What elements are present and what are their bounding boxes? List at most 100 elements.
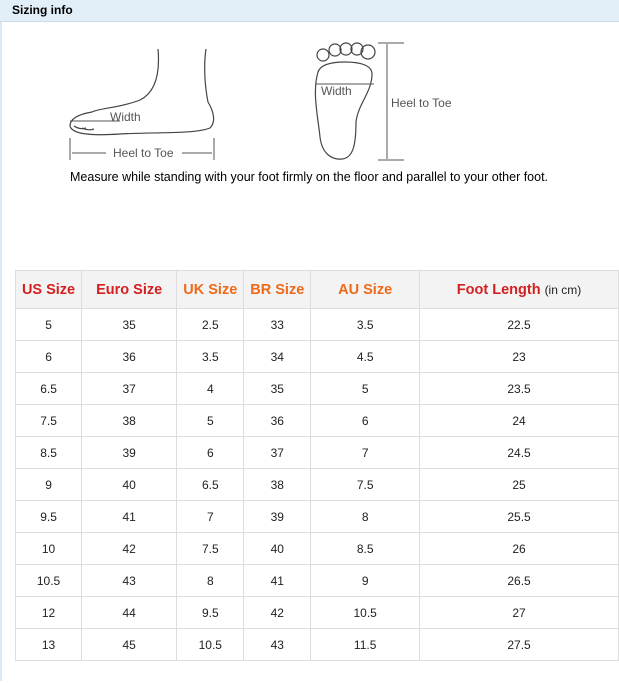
table-row: 7.5 38 5 36 6 24 <box>14 404 619 437</box>
table-cell: 5 <box>14 308 83 341</box>
table-cell: 23.5 <box>419 372 619 405</box>
table-cell: 27 <box>419 596 619 629</box>
column-header-text: BR Size <box>250 281 305 298</box>
table-cell: 9.5 <box>176 596 245 629</box>
table-cell: 44 <box>81 596 178 629</box>
table-cell: 43 <box>81 564 178 597</box>
table-cell: 33 <box>243 308 312 341</box>
table-cell: 10.5 <box>310 596 421 629</box>
table-row: 10.5 43 8 41 9 26.5 <box>14 564 619 597</box>
table-cell: 8 <box>176 564 245 597</box>
table-cell: 8.5 <box>14 436 83 469</box>
table-cell: 38 <box>243 468 312 501</box>
table-cell: 9 <box>14 468 83 501</box>
table-cell: 37 <box>81 372 178 405</box>
table-row: 13 45 10.5 43 11.5 27.5 <box>14 628 619 661</box>
table-cell: 5 <box>176 404 245 437</box>
table-cell: 41 <box>243 564 312 597</box>
table-cell: 38 <box>81 404 178 437</box>
column-header: Euro Size <box>81 270 178 309</box>
table-cell: 24 <box>419 404 619 437</box>
table-cell: 43 <box>243 628 312 661</box>
table-cell: 10.5 <box>14 564 83 597</box>
table-cell: 7.5 <box>310 468 421 501</box>
table-cell: 11.5 <box>310 628 421 661</box>
table-cell: 6 <box>310 404 421 437</box>
column-header-text: Euro Size <box>96 281 163 298</box>
table-cell: 10.5 <box>176 628 245 661</box>
table-cell: 3.5 <box>310 308 421 341</box>
table-cell: 7.5 <box>176 532 245 565</box>
table-cell: 9.5 <box>14 500 83 533</box>
table-cell: 39 <box>81 436 178 469</box>
table-row: 10 42 7.5 40 8.5 26 <box>14 532 619 565</box>
table-cell: 35 <box>243 372 312 405</box>
table-cell: 12 <box>14 596 83 629</box>
table-cell: 42 <box>243 596 312 629</box>
table-cell: 26.5 <box>419 564 619 597</box>
table-cell: 37 <box>243 436 312 469</box>
table-cell: 25 <box>419 468 619 501</box>
table-cell: 10 <box>14 532 83 565</box>
table-cell: 5 <box>310 372 421 405</box>
header-title: Sizing info <box>12 3 73 17</box>
table-cell: 7.5 <box>14 404 83 437</box>
table-cell: 41 <box>81 500 178 533</box>
table-cell: 8.5 <box>310 532 421 565</box>
table-cell: 6.5 <box>14 372 83 405</box>
caption: Measure while standing with your foot fi… <box>70 170 548 184</box>
table-cell: 6 <box>176 436 245 469</box>
column-header-text: Foot Length <box>456 281 541 298</box>
sole-length-label: Heel to Toe <box>391 96 452 110</box>
table-cell: 35 <box>81 308 178 341</box>
column-header: Foot Length (in cm) <box>419 270 619 309</box>
table-row: 9 40 6.5 38 7.5 25 <box>14 468 619 501</box>
table-cell: 4.5 <box>310 340 421 373</box>
table-row: 9.5 41 7 39 8 25.5 <box>14 500 619 533</box>
table-cell: 40 <box>81 468 178 501</box>
column-header: BR Size <box>243 270 312 309</box>
header-row: US Size Euro Size UK Size BR Size AU Size Foo… <box>14 270 619 309</box>
table-cell: 25.5 <box>419 500 619 533</box>
column-header: AU Size <box>310 270 421 309</box>
table-body: 5 35 2.5 33 3.5 22.5 6 36 3.5 34 4.5 23 6.5 37 4 35 5 23.… <box>14 308 619 661</box>
table-cell: 42 <box>81 532 178 565</box>
foot-diagram: Width Heel to Toe Width Heel to Toe Meas… <box>69 42 548 184</box>
table-cell: 4 <box>176 372 245 405</box>
column-header: US Size <box>14 270 83 309</box>
table-cell: 2.5 <box>176 308 245 341</box>
table-cell: 36 <box>81 340 178 373</box>
table-cell: 40 <box>243 532 312 565</box>
table-cell: 45 <box>81 628 178 661</box>
column-header-text: US Size <box>21 281 76 298</box>
table-cell: 27.5 <box>419 628 619 661</box>
table-row: 6 36 3.5 34 4.5 23 <box>14 340 619 373</box>
table-row: 12 44 9.5 42 10.5 27 <box>14 596 619 629</box>
side-width-label: Width <box>110 110 141 124</box>
table-cell: 34 <box>243 340 312 373</box>
table-row: 8.5 39 6 37 7 24.5 <box>14 436 619 469</box>
table-cell: 13 <box>14 628 83 661</box>
column-header: UK Size <box>176 270 245 309</box>
column-header-text: AU Size <box>338 281 393 298</box>
table-cell: 8 <box>310 500 421 533</box>
size-table: US Size Euro Size UK Size BR Size AU Size Foo… <box>14 270 619 661</box>
side-length-label: Heel to Toe <box>113 146 174 160</box>
unit-label: (in cm) <box>544 282 582 297</box>
sole-width-label: Width <box>321 84 352 98</box>
table-cell: 39 <box>243 500 312 533</box>
table-cell: 22.5 <box>419 308 619 341</box>
table-cell: 36 <box>243 404 312 437</box>
table-cell: 6.5 <box>176 468 245 501</box>
table-row: 6.5 37 4 35 5 23.5 <box>14 372 619 405</box>
table-cell: 7 <box>176 500 245 533</box>
table-cell: 26 <box>419 532 619 565</box>
table-cell: 23 <box>419 340 619 373</box>
table-cell: 24.5 <box>419 436 619 469</box>
table-cell: 3.5 <box>176 340 245 373</box>
header-bar: Sizing info <box>0 0 619 22</box>
table-row: 5 35 2.5 33 3.5 22.5 <box>14 308 619 341</box>
table-cell: 7 <box>310 436 421 469</box>
